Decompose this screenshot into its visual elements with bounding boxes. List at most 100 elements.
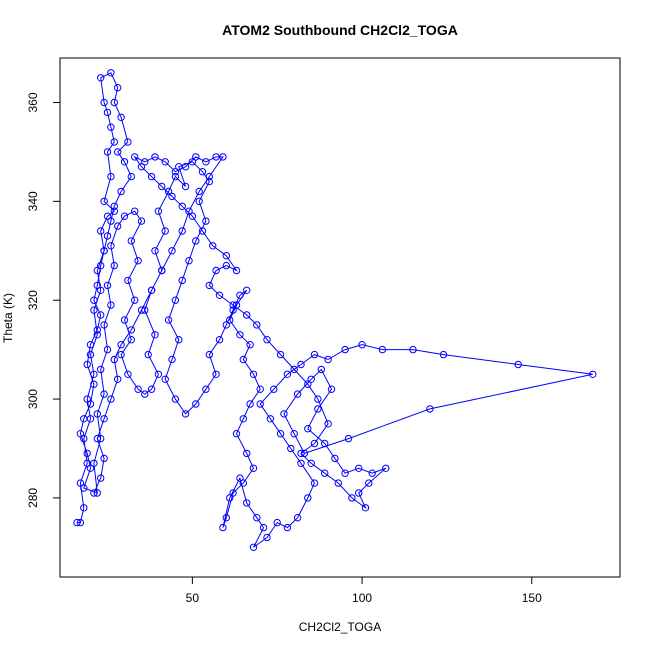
data-point [90, 489, 98, 497]
data-point [100, 454, 108, 463]
data-point [382, 464, 390, 472]
data-point [80, 415, 88, 423]
data-point [276, 350, 285, 359]
data-point [215, 291, 224, 299]
data-point [97, 227, 105, 235]
data-point [226, 316, 234, 324]
data-point [107, 69, 115, 77]
data-point [120, 158, 129, 166]
data-point [83, 449, 91, 458]
data-point [232, 430, 241, 438]
data-point [171, 172, 180, 181]
data-point [134, 257, 142, 265]
data-point [314, 395, 322, 403]
data-point [117, 113, 125, 122]
data-point [141, 390, 149, 398]
data-point [141, 158, 149, 166]
data-point [168, 247, 176, 255]
data-point [304, 380, 312, 388]
data-point [293, 514, 302, 522]
data-point [310, 439, 319, 448]
data-point [137, 163, 146, 171]
data-point [365, 479, 373, 487]
data-point [97, 286, 105, 294]
data-layer [73, 69, 597, 551]
data-point [589, 370, 597, 378]
data-point [137, 217, 146, 225]
data-point [358, 341, 366, 349]
x-tick-label: 100 [352, 591, 372, 605]
data-point [202, 385, 210, 393]
data-point [158, 182, 166, 191]
data-point [300, 449, 309, 458]
data-point [134, 385, 142, 393]
data-point [93, 434, 102, 443]
data-point [344, 434, 353, 443]
data-point [192, 153, 200, 161]
data-point [103, 345, 112, 354]
data-point [127, 326, 136, 334]
data-point [222, 252, 231, 260]
data-point [236, 291, 244, 299]
data-point [100, 390, 108, 398]
data-point [243, 499, 251, 507]
data-point [151, 153, 159, 161]
data-point [409, 345, 417, 354]
data-point [263, 533, 271, 542]
data-point [158, 266, 166, 275]
data-point [273, 518, 281, 527]
data-point [270, 385, 278, 393]
y-tick-label: 280 [26, 488, 40, 508]
data-point [131, 207, 139, 215]
data-point [205, 281, 214, 290]
data-point [107, 301, 115, 309]
data-point [321, 439, 329, 448]
data-point [127, 172, 136, 181]
data-point [97, 74, 105, 82]
data-point [283, 370, 292, 378]
data-point [100, 98, 108, 107]
data-point [219, 153, 227, 161]
data-point [110, 138, 119, 146]
data-point [107, 172, 115, 181]
data-point [246, 400, 254, 408]
data-point [110, 202, 119, 211]
data-point [236, 331, 244, 339]
data-point [124, 138, 132, 146]
data-point [86, 341, 95, 349]
data-point [114, 84, 122, 92]
data-point [171, 296, 180, 304]
data-point [83, 360, 91, 369]
data-point [107, 395, 115, 403]
data-point [249, 370, 258, 378]
data-point [100, 197, 108, 206]
data-point [76, 430, 85, 438]
data-point [297, 449, 305, 458]
data-point [114, 222, 122, 230]
data-point [100, 415, 108, 423]
data-point [304, 494, 312, 502]
data-point [93, 489, 102, 497]
data-point [439, 350, 448, 359]
data-point [73, 518, 81, 527]
data-point [168, 192, 176, 201]
data-point [334, 479, 342, 487]
data-point [120, 212, 129, 220]
data-point [188, 212, 197, 220]
data-point [198, 227, 207, 235]
data-point [124, 276, 132, 285]
data-point [226, 494, 234, 502]
data-point [276, 430, 285, 438]
series-line [77, 72, 593, 548]
data-point [110, 98, 119, 107]
data-point [283, 523, 292, 532]
data-point [97, 434, 105, 443]
data-point [185, 257, 193, 265]
data-point [171, 395, 180, 403]
data-point [107, 217, 115, 225]
data-point [297, 360, 305, 369]
data-point [198, 168, 207, 176]
data-point [232, 266, 241, 275]
data-point [266, 415, 275, 423]
data-point [117, 187, 125, 196]
